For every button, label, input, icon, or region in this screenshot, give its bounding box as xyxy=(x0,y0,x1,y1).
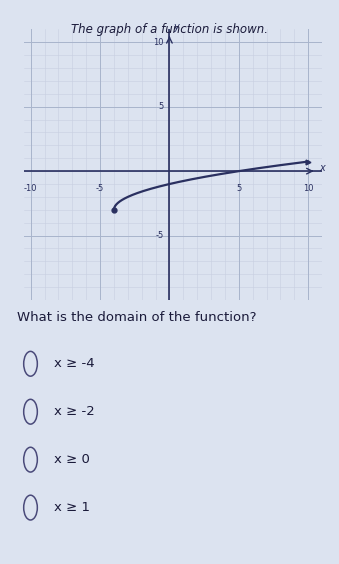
Text: 5: 5 xyxy=(236,184,241,193)
Text: What is the domain of the function?: What is the domain of the function? xyxy=(17,311,256,324)
Text: y: y xyxy=(173,22,179,32)
Text: 10: 10 xyxy=(303,184,314,193)
Text: -10: -10 xyxy=(24,184,37,193)
Text: x ≥ -2: x ≥ -2 xyxy=(54,405,95,418)
Text: -5: -5 xyxy=(96,184,104,193)
Text: x ≥ -4: x ≥ -4 xyxy=(54,357,95,371)
Text: x ≥ 1: x ≥ 1 xyxy=(54,501,90,514)
Text: x: x xyxy=(319,163,325,173)
Text: -5: -5 xyxy=(156,231,164,240)
Text: The graph of a function is shown.: The graph of a function is shown. xyxy=(71,23,268,36)
Text: x ≥ 0: x ≥ 0 xyxy=(54,453,90,466)
Text: 5: 5 xyxy=(159,102,164,111)
Text: 10: 10 xyxy=(153,38,164,47)
